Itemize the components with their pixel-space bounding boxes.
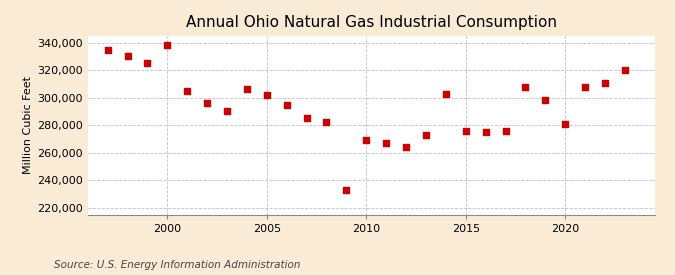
Point <box>341 188 352 192</box>
Point <box>261 93 272 97</box>
Point <box>122 54 133 59</box>
Point <box>580 84 591 89</box>
Point <box>500 128 511 133</box>
Point <box>441 91 452 96</box>
Title: Annual Ohio Natural Gas Industrial Consumption: Annual Ohio Natural Gas Industrial Consu… <box>186 15 557 31</box>
Point <box>401 145 412 149</box>
Point <box>421 133 431 137</box>
Y-axis label: Million Cubic Feet: Million Cubic Feet <box>23 76 33 174</box>
Point <box>142 61 153 65</box>
Point <box>480 130 491 134</box>
Point <box>520 84 531 89</box>
Point <box>460 128 471 133</box>
Point <box>560 122 570 126</box>
Point <box>221 109 232 114</box>
Text: Source: U.S. Energy Information Administration: Source: U.S. Energy Information Administ… <box>54 260 300 270</box>
Point <box>361 138 372 142</box>
Point <box>620 68 630 72</box>
Point <box>381 141 392 145</box>
Point <box>162 43 173 48</box>
Point <box>301 116 312 120</box>
Point <box>321 120 332 125</box>
Point <box>599 80 610 85</box>
Point <box>182 89 192 93</box>
Point <box>102 47 113 52</box>
Point <box>281 102 292 107</box>
Point <box>540 98 551 103</box>
Point <box>202 101 213 105</box>
Point <box>242 87 252 92</box>
